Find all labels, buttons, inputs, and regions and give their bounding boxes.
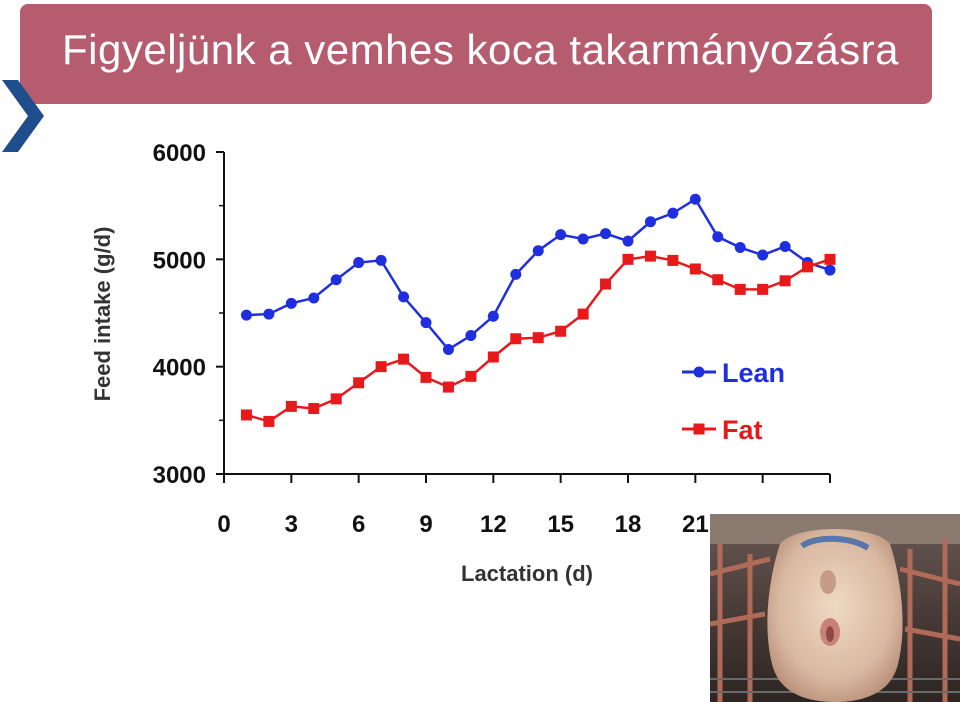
sow-rear-view-photo xyxy=(710,514,960,702)
lean-point xyxy=(555,229,567,241)
lean-point xyxy=(644,216,656,228)
lean-point xyxy=(330,274,342,286)
chart-series xyxy=(240,193,836,427)
fat-point xyxy=(802,261,814,273)
lean-point xyxy=(308,292,320,304)
fat-point xyxy=(308,403,320,415)
lean-point xyxy=(779,240,791,252)
lean-point xyxy=(824,264,836,276)
lean-point xyxy=(353,257,365,269)
fat-point xyxy=(442,381,454,393)
chart-ticks: 30004000500060000369121518212427 xyxy=(153,140,844,538)
lean-point xyxy=(285,297,297,309)
fat-point xyxy=(532,332,544,344)
fat-point xyxy=(689,263,701,275)
y-tick-label: 6000 xyxy=(153,140,206,167)
lean-point xyxy=(465,330,477,342)
series-line-lean xyxy=(246,197,831,352)
y-tick-label: 3000 xyxy=(153,462,206,489)
fat-point xyxy=(622,253,634,265)
fat-point xyxy=(330,393,342,405)
fat-point xyxy=(757,283,769,295)
x-tick-label: 15 xyxy=(547,511,574,538)
fat-point xyxy=(375,361,387,373)
fat-point xyxy=(420,371,432,383)
lean-point xyxy=(375,254,387,266)
x-tick-label: 0 xyxy=(217,511,230,538)
chart-legend: Lean Fat xyxy=(682,358,785,445)
lean-point xyxy=(398,291,410,303)
lean-point xyxy=(712,231,724,243)
legend-marker-square xyxy=(693,423,705,435)
lean-point xyxy=(689,193,701,205)
chevron-right-icon xyxy=(2,80,44,152)
fat-point xyxy=(487,351,499,363)
fat-point xyxy=(644,250,656,262)
fat-point xyxy=(263,415,275,427)
x-tick-label: 18 xyxy=(615,511,642,538)
lean-point xyxy=(240,309,252,321)
lean-point xyxy=(667,207,679,219)
x-tick-label: 6 xyxy=(352,511,365,538)
y-tick-label: 4000 xyxy=(153,355,206,382)
x-axis-label: Lactation (d) xyxy=(461,561,593,586)
fat-point xyxy=(285,400,297,412)
fat-point xyxy=(353,377,365,389)
x-tick-label: 12 xyxy=(480,511,507,538)
fat-point xyxy=(465,370,477,382)
lean-point xyxy=(487,310,499,322)
fat-point xyxy=(667,254,679,266)
lean-point xyxy=(622,235,634,247)
lean-point xyxy=(757,249,769,261)
legend-marker-circle xyxy=(693,366,705,378)
fat-point xyxy=(555,325,567,337)
x-tick-label: 9 xyxy=(419,511,432,538)
fat-point xyxy=(712,274,724,286)
lean-point xyxy=(263,308,275,320)
y-axis-label: Feed intake (g/d) xyxy=(90,227,115,402)
y-tick-label: 5000 xyxy=(153,247,206,274)
title-bar xyxy=(20,4,932,104)
sow-photo xyxy=(710,514,960,702)
lean-point xyxy=(442,343,454,355)
fat-point xyxy=(510,333,522,345)
x-tick-label: 3 xyxy=(285,511,298,538)
fat-point xyxy=(779,275,791,287)
slide-title: Figyeljünk a vemhes koca takarmányozásra xyxy=(62,26,900,73)
legend-label: Fat xyxy=(722,415,763,445)
lean-point xyxy=(420,317,432,329)
fat-point xyxy=(734,283,746,295)
lean-point xyxy=(600,228,612,240)
fat-point xyxy=(240,409,252,421)
lean-point xyxy=(510,268,522,280)
fat-point xyxy=(398,353,410,365)
fat-point xyxy=(824,253,836,265)
lean-point xyxy=(532,245,544,257)
lean-point xyxy=(577,233,589,245)
x-tick-label: 21 xyxy=(682,511,709,538)
legend-label: Lean xyxy=(722,358,785,388)
fat-point xyxy=(600,278,612,290)
lean-point xyxy=(734,242,746,254)
fat-point xyxy=(577,308,589,320)
